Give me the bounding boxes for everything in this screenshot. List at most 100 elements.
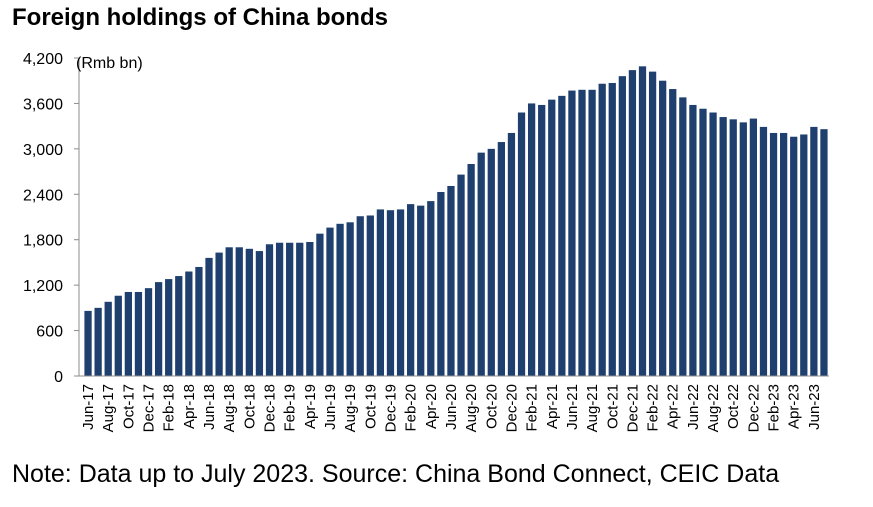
bar <box>124 291 132 376</box>
x-tick-label: Feb-19 <box>282 384 299 432</box>
x-tick-label: Feb-21 <box>524 384 541 432</box>
bar <box>618 76 626 377</box>
x-tick-label: Jun-20 <box>443 384 460 430</box>
y-axis: 0 600 1,200 1,800 2,400 3,000 3,600 4,200 <box>23 51 80 386</box>
bar <box>235 247 243 376</box>
x-tick-label: Oct-19 <box>362 384 379 429</box>
bar <box>316 233 324 376</box>
bar <box>386 210 395 376</box>
bar <box>749 118 758 376</box>
bar <box>407 204 415 376</box>
x-tick-label: Dec-22 <box>745 384 762 432</box>
bar <box>306 241 314 376</box>
x-tick-label: Apr-18 <box>181 384 198 429</box>
y-tick-label: 3,000 <box>23 142 63 159</box>
x-tick-label: Jun-17 <box>80 384 97 430</box>
bar <box>447 185 455 376</box>
bar <box>699 108 707 376</box>
x-tick-label: Feb-23 <box>766 384 783 432</box>
x-tick-label: Jun-19 <box>322 384 339 430</box>
bar <box>175 276 183 376</box>
x-tick-label: Dec-19 <box>382 384 399 432</box>
bar <box>154 282 163 376</box>
y-unit-label: (Rmb bn) <box>76 55 143 72</box>
x-tick-label: Dec-20 <box>503 384 520 432</box>
x-axis: Jun-17 Aug-17 Oct-17 Dec-17 Feb-18 Apr-18 Jun-… <box>79 375 829 432</box>
bar <box>729 119 737 376</box>
x-tick-label: Dec-21 <box>624 384 641 432</box>
bar <box>94 307 102 376</box>
x-tick-label: Apr-23 <box>786 384 803 429</box>
chart-title: Foreign holdings of China bonds <box>12 4 388 31</box>
bar <box>265 244 274 376</box>
bar <box>780 132 788 376</box>
bar <box>517 112 526 376</box>
bar <box>437 192 445 376</box>
x-tick-label: Jun-22 <box>685 384 702 430</box>
y-tick-label: 4,200 <box>23 51 63 68</box>
bar <box>628 70 637 377</box>
bar <box>659 80 667 377</box>
x-tick-label: Apr-22 <box>665 384 682 429</box>
bar <box>578 89 586 377</box>
x-tick-label: Apr-20 <box>423 384 440 429</box>
bar <box>769 132 778 376</box>
bar <box>457 174 465 376</box>
x-tick-label: Aug-19 <box>342 384 359 432</box>
y-tick-label: 600 <box>36 324 63 341</box>
bar <box>215 252 223 376</box>
x-tick-label: Jun-18 <box>201 384 218 430</box>
x-tick-label: Aug-17 <box>100 384 117 432</box>
bar <box>800 134 808 376</box>
bar <box>709 112 717 376</box>
bar <box>790 136 798 376</box>
bar <box>638 66 647 376</box>
bar <box>689 104 697 376</box>
bar <box>679 97 687 377</box>
bar <box>275 242 284 376</box>
x-tick-label: Apr-19 <box>302 384 319 429</box>
bar <box>810 126 818 377</box>
x-tick-label: Dec-17 <box>141 384 158 432</box>
bar <box>608 82 616 377</box>
bar <box>144 288 153 376</box>
bar <box>205 257 213 376</box>
y-tick-label: 2,400 <box>23 187 63 204</box>
x-tick-label: Jun-23 <box>806 384 823 430</box>
bar <box>548 99 556 376</box>
bar <box>296 242 304 376</box>
bar <box>396 209 405 376</box>
x-tick-label: Feb-20 <box>403 384 420 432</box>
bar <box>84 310 92 376</box>
x-tick-label: Oct-21 <box>604 384 621 429</box>
bar <box>417 205 425 376</box>
y-tick-label: 1,800 <box>23 233 63 250</box>
bar <box>185 271 193 376</box>
bar <box>759 126 768 377</box>
bar <box>427 201 435 376</box>
x-tick-label: Apr-21 <box>544 384 561 429</box>
x-tick-label: Oct-22 <box>725 384 742 429</box>
bar-series <box>84 66 828 377</box>
x-tick-label: Feb-18 <box>161 384 178 432</box>
y-tick-label: 0 <box>54 369 63 386</box>
bar <box>336 223 344 376</box>
bar <box>507 132 516 376</box>
bar <box>245 248 253 376</box>
bar <box>114 295 122 376</box>
x-tick-label: Oct-20 <box>483 384 500 429</box>
bar <box>558 95 566 377</box>
y-tick-label: 1,200 <box>23 278 63 295</box>
bar <box>195 266 203 376</box>
x-tick-label: Oct-18 <box>241 384 258 429</box>
x-tick-label: Aug-22 <box>705 384 722 432</box>
bar <box>719 117 727 376</box>
bar <box>527 103 536 377</box>
bar <box>588 89 596 377</box>
source-note: Note: Data up to July 2023. Source: Chin… <box>12 460 780 488</box>
bar <box>225 247 233 376</box>
bar <box>538 104 546 376</box>
bar <box>134 291 143 376</box>
x-tick-label: Feb-22 <box>645 384 662 432</box>
bar <box>739 122 747 376</box>
